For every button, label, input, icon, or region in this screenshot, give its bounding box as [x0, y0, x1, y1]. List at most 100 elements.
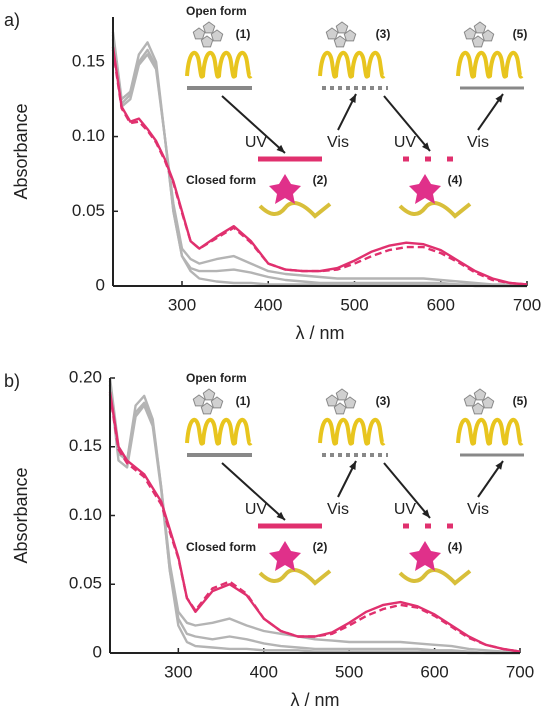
closed-chain — [258, 201, 332, 219]
scheme-annotation: Closed form — [186, 173, 256, 187]
scheme-annotation: UV — [394, 134, 417, 151]
panel-label: a) — [4, 10, 20, 30]
arrow-head — [495, 94, 503, 103]
closed-core — [409, 541, 441, 571]
pendant-ring — [481, 396, 495, 409]
closed-core — [269, 541, 301, 571]
arrow — [383, 95, 431, 152]
pendant-ring — [192, 394, 206, 407]
scheme-annotation: (4) — [448, 540, 463, 554]
pendant-ring — [463, 27, 477, 40]
y-tick-label: 0.10 — [69, 505, 102, 524]
pendant-ring — [335, 21, 349, 34]
spectrum-line — [111, 49, 528, 286]
closed-core — [409, 174, 441, 204]
x-tick-label: 700 — [506, 662, 534, 681]
helix — [318, 50, 386, 79]
spectrum-line — [111, 39, 527, 288]
arrow-head — [421, 509, 430, 518]
arrow-head — [349, 94, 356, 103]
x-axis-label: λ / nm — [290, 690, 339, 710]
pendant-ring — [202, 21, 216, 34]
spectrum-line — [111, 31, 527, 288]
arrow-head — [276, 511, 285, 520]
x-tick-label: 400 — [254, 295, 282, 314]
x-tick-label: 500 — [335, 662, 363, 681]
pendant-ring — [473, 388, 487, 401]
arrow-head — [421, 142, 430, 151]
helix — [185, 50, 253, 79]
scheme-annotation: Open form — [186, 371, 247, 385]
scheme-inset: Open form (1) (3) (5) UV Vis UV Vis Closed form (… — [185, 4, 528, 219]
spectrum-line — [108, 394, 521, 653]
y-tick-label: 0.05 — [69, 574, 102, 593]
closed-core — [269, 174, 301, 204]
x-tick-label: 600 — [420, 662, 448, 681]
scheme-annotation: Vis — [467, 501, 489, 518]
spectrum-line — [108, 380, 521, 655]
scheme-annotation: (4) — [448, 173, 463, 187]
panel: b) Absorbance λ / nm 0 0.05 0.10 0.15 0.20 300 40… — [4, 367, 534, 709]
y-axis-label: Absorbance — [11, 467, 31, 563]
pendant-ring — [333, 402, 347, 415]
pendant-ring — [481, 29, 495, 42]
arrow-head — [495, 461, 503, 470]
pendant-ring — [200, 402, 214, 415]
y-tick-label: 0.10 — [72, 126, 105, 145]
scheme-annotation: (3) — [376, 394, 391, 408]
panel-label: b) — [4, 371, 20, 391]
scheme-annotation: (1) — [236, 394, 251, 408]
pendant-ring — [343, 396, 357, 409]
pendant-ring — [210, 29, 224, 42]
x-tick-label: 600 — [427, 295, 455, 314]
y-tick-label: 0 — [93, 642, 102, 661]
scheme-annotation: (5) — [513, 27, 528, 41]
closed-chain — [258, 568, 332, 586]
arrow-head — [276, 144, 285, 153]
scheme-annotation: Vis — [327, 501, 349, 518]
y-tick-label: 0.15 — [69, 436, 102, 455]
y-tick-label: 0 — [96, 275, 105, 294]
pendant-ring — [335, 388, 349, 401]
pendant-ring — [471, 402, 485, 415]
y-tick-label: 0.15 — [72, 51, 105, 70]
pendant-ring — [343, 29, 357, 42]
helix — [456, 417, 524, 446]
pendant-ring — [202, 388, 216, 401]
scheme-annotation: UV — [394, 501, 417, 518]
y-tick-label: 0.20 — [69, 367, 102, 386]
arrow — [221, 95, 286, 154]
pendant-ring — [192, 27, 206, 40]
closed-chain — [398, 201, 472, 219]
helix — [456, 50, 524, 79]
y-tick-label: 0.05 — [72, 201, 105, 220]
scheme-annotation: UV — [245, 501, 268, 518]
x-tick-label: 300 — [168, 295, 196, 314]
spectrum-line — [111, 46, 528, 286]
pendant-ring — [463, 394, 477, 407]
scheme-annotation: (1) — [236, 27, 251, 41]
x-axis-label: λ / nm — [295, 323, 344, 343]
x-tick-label: 500 — [340, 295, 368, 314]
scheme-annotation: UV — [245, 134, 268, 151]
spectrum-line — [111, 34, 528, 288]
scheme-annotation: (2) — [313, 173, 328, 187]
pendant-ring — [473, 21, 487, 34]
pendant-ring — [210, 396, 224, 409]
pendant-ring — [333, 35, 347, 48]
pendant-ring — [471, 35, 485, 48]
pendant-ring — [200, 35, 214, 48]
scheme-annotation: Closed form — [186, 540, 256, 554]
arrow — [383, 462, 431, 519]
x-tick-label: 300 — [164, 662, 192, 681]
helix — [318, 417, 386, 446]
scheme-annotation: (5) — [513, 394, 528, 408]
arrow — [221, 462, 286, 521]
x-tick-label: 400 — [250, 662, 278, 681]
scheme-annotation: (2) — [313, 540, 328, 554]
helix — [185, 417, 253, 446]
scheme-annotation: (3) — [376, 27, 391, 41]
arrow-head — [349, 461, 356, 470]
